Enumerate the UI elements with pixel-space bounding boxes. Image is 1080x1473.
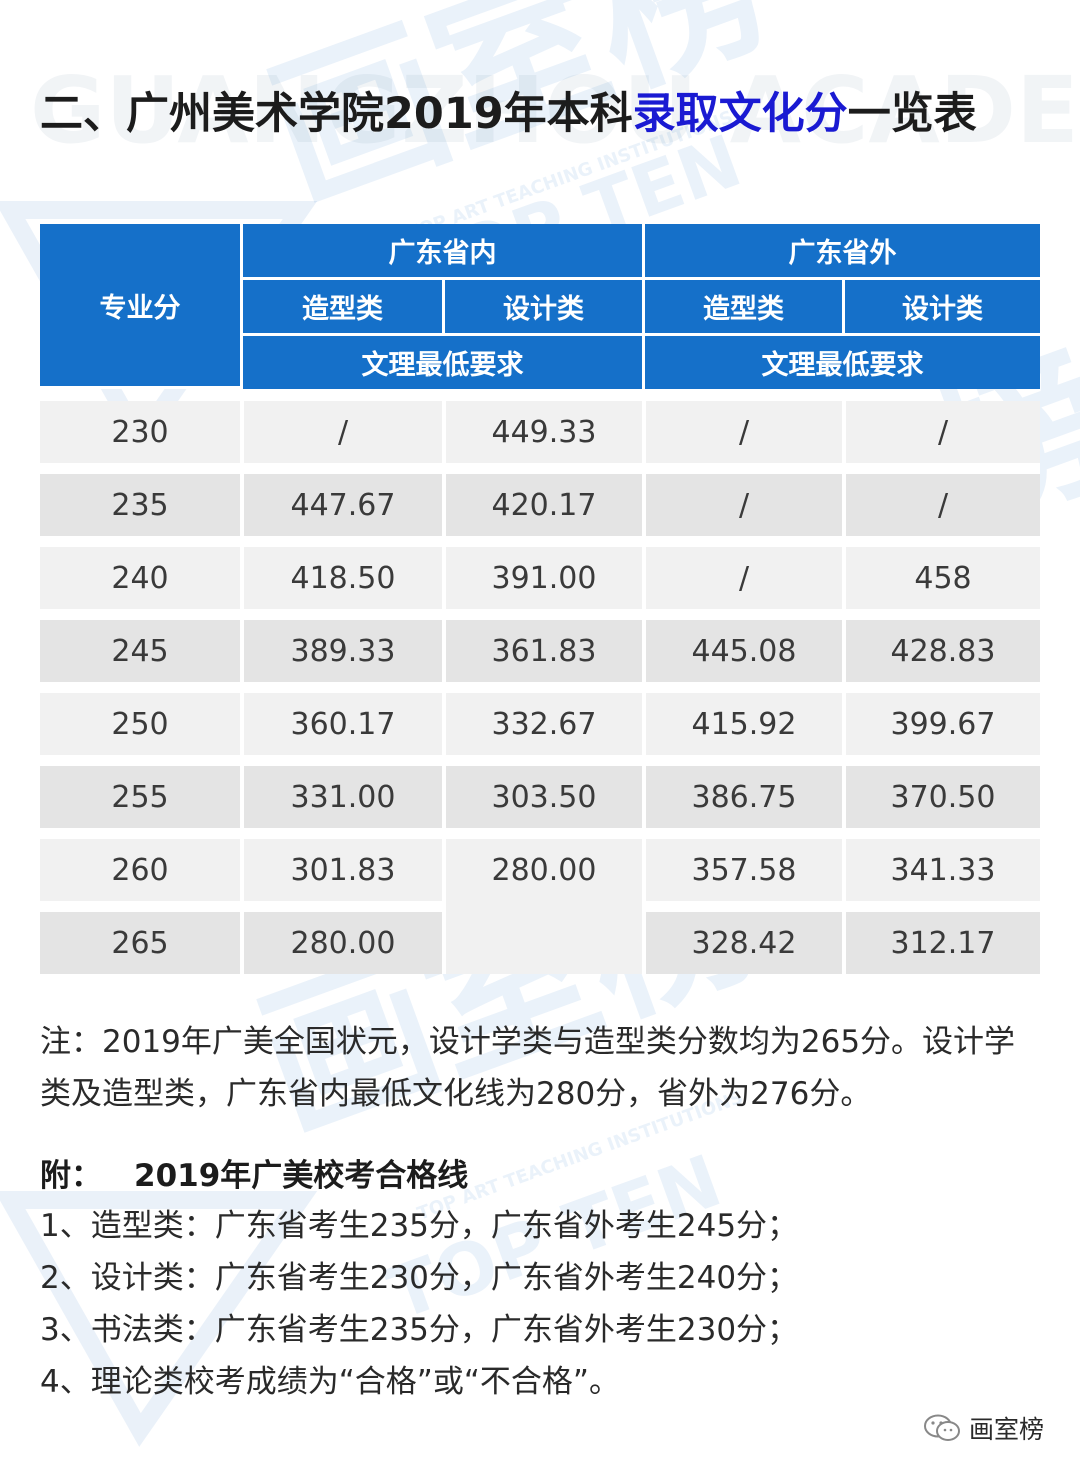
table-cell: 420.17 — [442, 474, 642, 547]
table-cell: 260 — [40, 839, 240, 912]
table-cell-merged: 280.00 — [442, 839, 642, 974]
table-cell: 303.50 — [442, 766, 642, 839]
table-cell: 386.75 — [642, 766, 842, 839]
table-cell: 445.08 — [642, 620, 842, 693]
header-out-requirement: 文理最低要求 — [642, 336, 1040, 389]
table-row: 245 389.33 361.83 445.08 428.83 — [40, 620, 1040, 693]
list-item: 4、理论类校考成绩为“合格”或“不合格”。 — [40, 1364, 620, 1400]
table-row: 260 301.83 280.00 357.58 341.33 — [40, 839, 1040, 974]
table-cell: 357.58 — [642, 839, 842, 912]
header-score-col: 专业分 — [40, 224, 240, 389]
table-row: 255 331.00 303.50 386.75 370.50 — [40, 766, 1040, 839]
table-cell: 240 — [40, 547, 240, 620]
table-cell: 280.00 — [240, 912, 442, 974]
page-title: 二、广州美术学院2019年本科录取文化分一览表 — [40, 82, 977, 146]
header-out-province: 广东省外 — [642, 224, 1040, 280]
table-cell: 312.17 — [842, 912, 1040, 974]
header-in-requirement: 文理最低要求 — [240, 336, 642, 389]
table-cell: / — [642, 547, 842, 620]
table-cell: 328.42 — [642, 912, 842, 974]
title-highlight: 录取文化分 — [632, 89, 848, 139]
table-cell: 341.33 — [842, 839, 1040, 912]
header-in-province: 广东省内 — [240, 224, 642, 280]
table-cell: 415.92 — [642, 693, 842, 766]
table-cell: 458 — [842, 547, 1040, 620]
table-cell: 230 — [40, 401, 240, 474]
list-item: 2、设计类：广东省考生230分，广东省外考生240分； — [40, 1260, 799, 1296]
table-cell: / — [842, 401, 1040, 474]
table-cell: 245 — [40, 620, 240, 693]
table-cell: 265 — [40, 912, 240, 974]
title-prefix: 二、广州美术学院2019年本科 — [40, 89, 633, 139]
table-row: 265 280.00 328.42 312.17 — [40, 912, 1040, 974]
table-row: 235 447.67 420.17 / / — [40, 474, 1040, 547]
header-out-shaping: 造型类 — [642, 280, 842, 336]
header-in-design: 设计类 — [442, 280, 642, 336]
table-cell: 391.00 — [442, 547, 642, 620]
header-out-design: 设计类 — [842, 280, 1040, 336]
brand-signature: 画室榜 — [923, 1410, 1044, 1446]
appendix-label: 附： — [40, 1158, 102, 1194]
table-cell: / — [642, 474, 842, 547]
table-cell: 235 — [40, 474, 240, 547]
appendix-title: 2019年广美校考合格线 — [134, 1158, 469, 1194]
title-suffix: 一览表 — [847, 89, 977, 139]
appendix-heading: 附： 2019年广美校考合格线 — [40, 1150, 468, 1202]
table-cell: 370.50 — [842, 766, 1040, 839]
table-cell: 389.33 — [240, 620, 442, 693]
table-row: 250 360.17 332.67 415.92 399.67 — [40, 693, 1040, 766]
list-item: 3、书法类：广东省考生235分，广东省外考生230分； — [40, 1312, 799, 1348]
table-cell: 301.83 — [240, 839, 442, 912]
table-cell: 399.67 — [842, 693, 1040, 766]
table-row: 230 / 449.33 / / — [40, 401, 1040, 474]
appendix-list: 1、造型类：广东省考生235分，广东省外考生245分； 2、设计类：广东省考生2… — [40, 1200, 798, 1408]
table-cell: 250 — [40, 693, 240, 766]
table-cell: 331.00 — [240, 766, 442, 839]
list-item: 1、造型类：广东省考生235分，广东省外考生245分； — [40, 1208, 799, 1244]
table-cell: 447.67 — [240, 474, 442, 547]
brand-name: 画室榜 — [968, 1415, 1044, 1444]
admission-score-table: 专业分 广东省内 广东省外 造型类 设计类 造型类 设计类 文理最低要求 文理最… — [40, 224, 1040, 974]
table-cell: / — [642, 401, 842, 474]
table-cell: 255 — [40, 766, 240, 839]
table-cell: 332.67 — [442, 693, 642, 766]
table-cell: 428.83 — [842, 620, 1040, 693]
table-row: 240 418.50 391.00 / 458 — [40, 547, 1040, 620]
table-cell: 449.33 — [442, 401, 642, 474]
header-in-shaping: 造型类 — [240, 280, 442, 336]
table-cell: 360.17 — [240, 693, 442, 766]
table-cell: 418.50 — [240, 547, 442, 620]
note-paragraph: 注：2019年广美全国状元，设计学类与造型类分数均为265分。设计学类及造型类，… — [40, 1024, 1016, 1112]
table-cell: 361.83 — [442, 620, 642, 693]
table-cell: / — [842, 474, 1040, 547]
table-cell: / — [240, 401, 442, 474]
wechat-icon — [923, 1414, 960, 1441]
